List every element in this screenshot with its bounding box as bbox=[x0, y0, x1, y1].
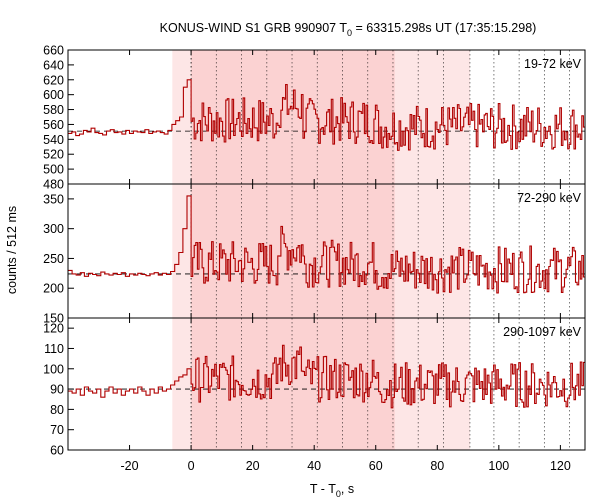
lightcurve-series bbox=[68, 195, 585, 294]
y-tick-label: 70 bbox=[50, 423, 64, 437]
x-tick-label: 100 bbox=[488, 459, 509, 473]
x-tick-label: 80 bbox=[430, 459, 444, 473]
y-tick-label: 200 bbox=[43, 282, 64, 296]
y-tick-label: 150 bbox=[43, 312, 64, 326]
x-tick-label: 120 bbox=[550, 459, 571, 473]
x-tick-label: 60 bbox=[369, 459, 383, 473]
energy-band-label: 19-72 keV bbox=[524, 57, 582, 71]
y-tick-label: 660 bbox=[43, 44, 64, 58]
y-tick-label: 500 bbox=[43, 163, 64, 177]
chart-title: KONUS-WIND S1 GRB 990907 T0 = 63315.298s… bbox=[160, 21, 537, 38]
y-tick-label: 120 bbox=[43, 322, 64, 336]
energy-band-label: 72-290 keV bbox=[517, 191, 582, 205]
y-tick-label: 480 bbox=[43, 178, 64, 192]
y-tick-label: 640 bbox=[43, 58, 64, 72]
x-tick-label: 20 bbox=[246, 459, 260, 473]
y-tick-label: 520 bbox=[43, 148, 64, 162]
y-tick-label: 580 bbox=[43, 103, 64, 117]
y-tick-label: 110 bbox=[44, 342, 64, 356]
y-tick-label: 60 bbox=[50, 444, 64, 458]
y-tick-label: 250 bbox=[43, 252, 64, 266]
panel-frame bbox=[67, 317, 586, 451]
y-tick-label: 350 bbox=[43, 192, 64, 206]
y-tick-label: 560 bbox=[43, 118, 64, 132]
y-tick-label: 600 bbox=[43, 88, 64, 102]
y-tick-label: 540 bbox=[43, 133, 64, 147]
y-tick-label: 80 bbox=[50, 403, 64, 417]
x-tick-label: -20 bbox=[121, 459, 139, 473]
x-axis-label: T - T0, s bbox=[310, 482, 354, 499]
energy-band-label: 290-1097 keV bbox=[503, 325, 582, 339]
x-tick-label: 0 bbox=[188, 459, 195, 473]
lightcurve-series bbox=[68, 344, 585, 409]
y-tick-label: 300 bbox=[43, 222, 64, 236]
lightcurve-series bbox=[68, 79, 585, 151]
y-tick-label: 90 bbox=[50, 383, 64, 397]
y-axis-label: counts / 512 ms bbox=[5, 206, 19, 294]
y-tick-label: 100 bbox=[43, 362, 64, 376]
y-tick-label: 620 bbox=[43, 73, 64, 87]
x-tick-label: 40 bbox=[307, 459, 321, 473]
